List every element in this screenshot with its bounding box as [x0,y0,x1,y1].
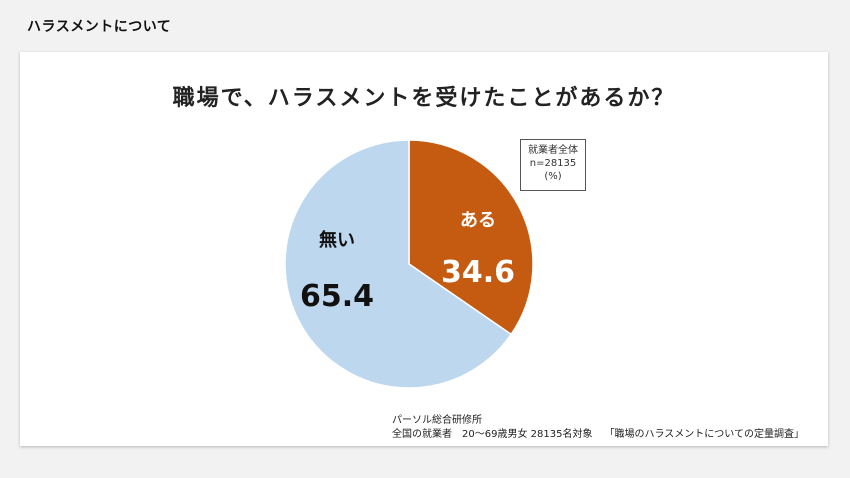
pie-slice-yes [408,139,534,336]
legend-unit: (%) [544,171,562,182]
source-survey: 「職場のハラスメントについての定量調査」 [604,429,804,440]
legend-population: 就業者全体 [528,145,578,156]
source-detail: 全国の就業者 20〜69歳男女 28135名対象 [392,429,593,440]
pie-slice-no [284,139,513,389]
chart-card: 職場で、ハラスメントを受けたことがあるか？ ある 34.6 無い 65.4 就業者全体… [20,52,828,446]
source-note: パーソル総合研修所 全国の就業者 20〜69歳男女 28135名対象 「職場のハラ… [392,414,804,442]
slice-label-no: 無い [319,229,355,251]
slice-value-yes: 34.6 [441,255,515,290]
slice-label-yes: ある [460,210,496,231]
source-org: パーソル総合研修所 [392,415,482,426]
legend-sample-size: n=28135 [529,158,577,169]
chart-title: 職場で、ハラスメントを受けたことがあるか？ [172,86,676,111]
pie-chart: ある 34.6 無い 65.4 [284,139,534,389]
slice-value-no: 65.4 [300,279,374,314]
page-heading: ハラスメントについて [27,19,172,35]
legend-box: 就業者全体 n=28135 (%) [520,139,586,191]
